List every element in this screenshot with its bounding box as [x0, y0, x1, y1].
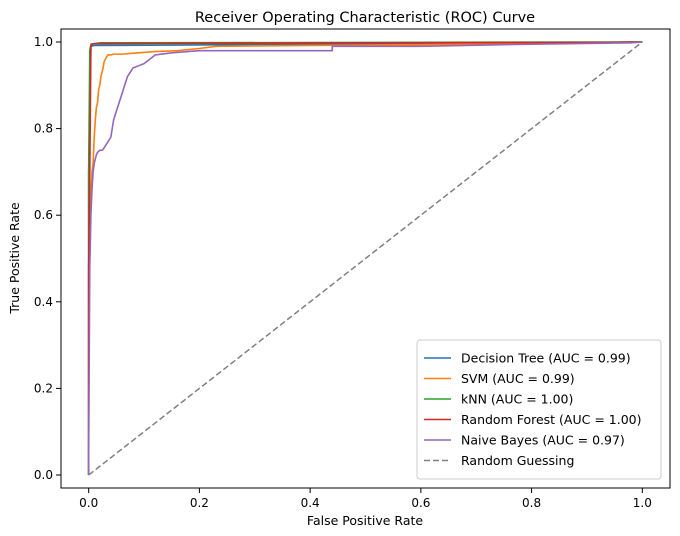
series-line-3	[87, 41, 643, 476]
y-tick-label: 1.0	[34, 35, 53, 49]
x-tick-label: 0.8	[522, 496, 541, 510]
x-axis: 0.0 0.2 0.4 0.6 0.8 1.0	[79, 488, 652, 510]
y-axis-label: True Positive Rate	[7, 202, 22, 315]
x-tick-label: 0.4	[301, 496, 320, 510]
legend-label-2: kNN (AUC = 1.00)	[461, 392, 573, 407]
y-axis: 0.0 0.2 0.4 0.6 0.8 1.0	[34, 35, 61, 482]
series-line-1	[87, 41, 643, 476]
y-tick-label: 0.4	[34, 295, 53, 309]
plot-frame	[60, 28, 671, 489]
legend-box	[416, 339, 662, 480]
series-line-5	[88, 41, 643, 476]
legend-label-0: Decision Tree (AUC = 0.99)	[461, 351, 631, 366]
legend-label-1: SVM (AUC = 0.99)	[461, 371, 575, 386]
y-tick-label: 0.0	[34, 468, 53, 482]
x-tick-label: 0.0	[79, 496, 98, 510]
x-tick-label: 1.0	[633, 496, 652, 510]
chart-title: Receiver Operating Characteristic (ROC) …	[195, 10, 535, 26]
plot-area	[87, 41, 643, 476]
series-line-4	[87, 41, 643, 476]
y-tick-label: 0.2	[34, 381, 53, 395]
y-tick-label: 0.8	[34, 122, 53, 136]
x-tick-label: 0.2	[190, 496, 209, 510]
x-axis-label: False Positive Rate	[307, 513, 423, 528]
y-tick-label: 0.6	[34, 208, 53, 222]
legend-label-5: Random Guessing	[461, 453, 574, 468]
legend-label-4: Naive Bayes (AUC = 0.97)	[461, 433, 625, 448]
legend-label-3: Random Forest (AUC = 1.00)	[461, 412, 642, 427]
legend: Decision Tree (AUC = 0.99) SVM (AUC = 0.9…	[416, 339, 662, 480]
x-tick-label: 0.6	[411, 496, 430, 510]
